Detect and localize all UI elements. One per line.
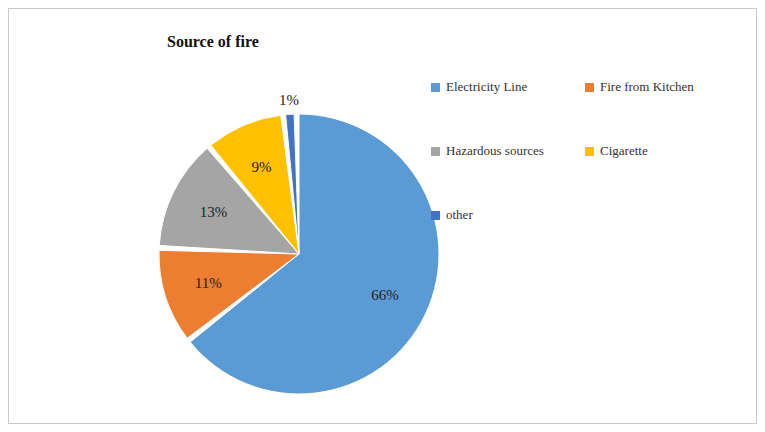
html-text:Fire from Kitchen: Fire from Kitchen <box>600 79 694 94</box>
svg-text:1%: 1% <box>279 92 299 108</box>
svg-text:66%: 66% <box>371 287 399 303</box>
svg-text:11%: 11% <box>195 275 222 291</box>
html-text:Electricity Line: Electricity Line <box>446 79 528 94</box>
svg-text:13%: 13% <box>200 204 228 220</box>
html-text:Cigarette: Cigarette <box>600 143 648 158</box>
html-text:other: other <box>446 207 473 222</box>
html-text:Hazardous sources: Hazardous sources <box>446 143 544 158</box>
html-text:Source of fire: Source of fire <box>167 33 259 50</box>
svg-text:9%: 9% <box>251 159 271 175</box>
